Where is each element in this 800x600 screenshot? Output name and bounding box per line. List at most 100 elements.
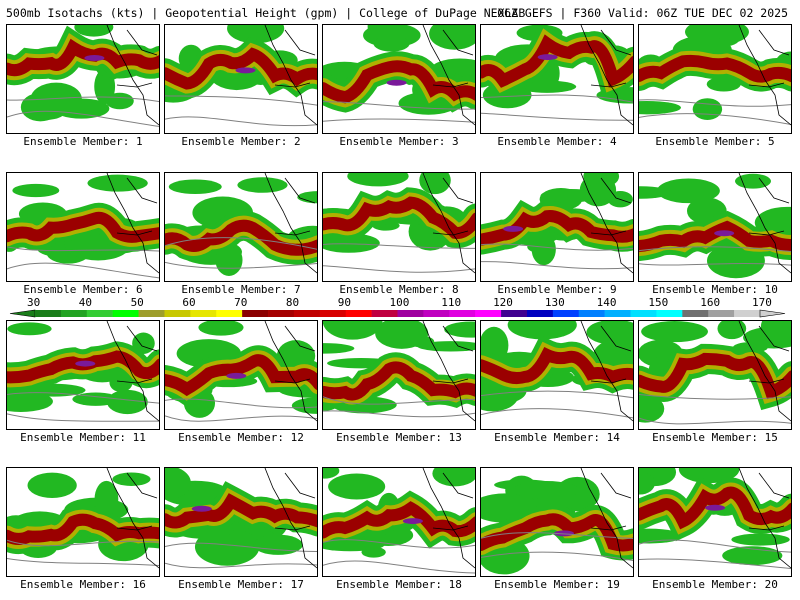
wind-patch (639, 471, 655, 495)
height-contour (481, 243, 633, 251)
isotach-map (639, 173, 791, 279)
wind-patch (531, 233, 556, 266)
isotach-map (165, 468, 317, 569)
isotach-map (323, 468, 475, 574)
panel-caption: Ensemble Member: 3 (339, 135, 459, 148)
isotach-map (481, 25, 633, 126)
colorbar-swatch (190, 310, 217, 317)
height-contour (639, 558, 791, 570)
wind-patch (7, 390, 53, 412)
panel-caption: Ensemble Member: 10 (652, 283, 778, 296)
ensemble-panel-20 (638, 467, 792, 577)
jet-max (75, 360, 96, 367)
wind-patch (253, 534, 303, 555)
wind-patch (650, 468, 672, 481)
colorbar-swatch (60, 310, 88, 317)
height-contour (7, 110, 159, 127)
isotach-map (323, 321, 475, 422)
ensemble-panel-3 (322, 24, 476, 134)
wind-patch (12, 183, 60, 198)
colorbar-swatch (423, 310, 450, 317)
height-contour (639, 263, 791, 266)
colorbar-tick-label: 40 (78, 296, 93, 309)
panel-caption: Ensemble Member: 14 (494, 431, 620, 444)
colorbar-swatch (345, 310, 372, 317)
ensemble-panel-5 (638, 24, 792, 134)
height-contour (481, 112, 633, 121)
height-contour (165, 398, 317, 409)
coastline (106, 173, 159, 274)
wind-patch (717, 321, 747, 340)
jet-max (537, 54, 558, 61)
ensemble-panel-6 (6, 172, 160, 282)
colorbar-swatch (682, 310, 709, 317)
jet-max (402, 518, 423, 525)
panel-caption: Ensemble Member: 1 (23, 135, 143, 148)
colorbar-tick-label: 110 (441, 296, 462, 309)
chart-title: 500mb Isotachs (kts) | Geopotential Heig… (6, 6, 526, 20)
ensemble-panel-19 (480, 467, 634, 577)
height-contour (165, 261, 317, 269)
coastline (422, 173, 475, 274)
isotach-map (165, 173, 317, 276)
jet-max (503, 225, 524, 232)
panel-caption: Ensemble Member: 4 (497, 135, 617, 148)
height-contour (639, 113, 791, 125)
wind-patch (165, 468, 191, 500)
panel-caption: Ensemble Member: 13 (336, 431, 462, 444)
ensemble-panel-7 (164, 172, 318, 282)
wind-patch (347, 173, 409, 187)
wind-patch (94, 480, 119, 518)
coastline (580, 25, 633, 126)
wind-patch (692, 98, 723, 120)
colorbar-swatch (449, 310, 476, 317)
jet-core (323, 361, 475, 401)
height-contour (481, 94, 633, 103)
height-contour (7, 262, 159, 279)
panel-caption: Ensemble Member: 5 (655, 135, 775, 148)
height-contour (481, 551, 633, 562)
height-contour (639, 539, 791, 553)
wind-patch (237, 177, 288, 193)
height-contour (7, 246, 159, 252)
colorbar-swatch (630, 310, 657, 317)
wind-patch (323, 321, 383, 340)
wind-patch (639, 394, 665, 423)
wind-patch (656, 178, 720, 204)
isotach-map (481, 173, 633, 274)
wind-patch (540, 188, 602, 203)
panel-caption: Ensemble Member: 7 (181, 283, 301, 296)
panel-caption: Ensemble Member: 16 (20, 578, 146, 591)
height-contour (7, 539, 159, 547)
wind-patch (168, 179, 222, 195)
ensemble-panel-12 (164, 320, 318, 430)
run-info: 06Z GEFS | F360 Valid: 06Z TUE DEC 02 20… (497, 6, 788, 20)
height-contour (323, 265, 475, 273)
jet-core (481, 346, 633, 385)
colorbar-swatch (371, 310, 398, 317)
ensemble-panel-11 (6, 320, 160, 430)
height-contour (481, 261, 633, 270)
wind-patch (192, 482, 213, 496)
height-contour (7, 413, 159, 422)
colorbar-tick-label: 160 (700, 296, 721, 309)
wind-patch (507, 321, 577, 340)
ensemble-panel-1 (6, 24, 160, 134)
ensemble-panel-17 (164, 467, 318, 577)
height-contour (165, 415, 317, 422)
colorbar-swatch (397, 310, 424, 317)
colorbar-swatch (552, 310, 580, 317)
colorbar-tick-label: 50 (130, 296, 144, 309)
ensemble-panel-13 (322, 320, 476, 430)
colorbar-swatch (293, 310, 321, 317)
jet-max (705, 504, 726, 511)
colorbar-tick-label: 130 (544, 296, 565, 309)
isotach-map (639, 468, 791, 570)
isotach-map (639, 25, 791, 126)
wind-patch (639, 100, 681, 115)
coastline (264, 321, 317, 422)
wind-patch (227, 25, 285, 44)
coastline (580, 468, 633, 569)
jet-core (165, 493, 317, 529)
height-contour (323, 539, 475, 549)
